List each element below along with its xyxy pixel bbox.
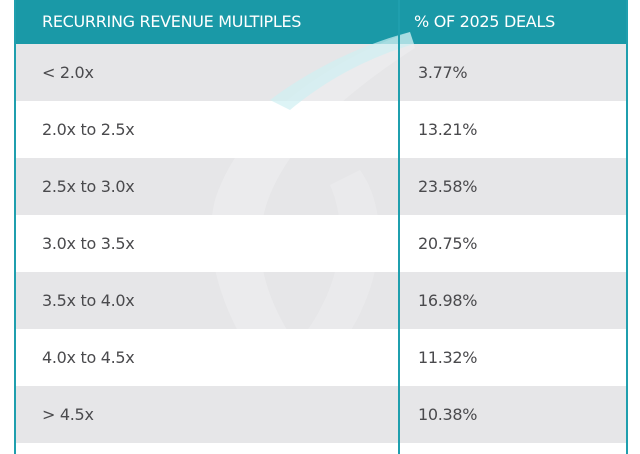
table-row: 2.0x to 2.5x 13.21% <box>16 101 626 158</box>
range-cell: 4.0x to 4.5x <box>42 348 135 367</box>
percent-cell: 3.77% <box>418 63 468 82</box>
header-multiples: RECURRING REVENUE MULTIPLES <box>42 12 302 31</box>
range-cell: < 2.0x <box>42 63 94 82</box>
table-row: > 4.5x 10.38% <box>16 386 626 443</box>
percent-cell: 13.21% <box>418 120 478 139</box>
column-divider <box>398 0 400 454</box>
range-cell: > 4.5x <box>42 405 94 424</box>
table-row: 4.0x to 4.5x 11.32% <box>16 329 626 386</box>
range-cell: 2.5x to 3.0x <box>42 177 135 196</box>
percent-cell: 20.75% <box>418 234 478 253</box>
table-header: RECURRING REVENUE MULTIPLES % OF 2025 DE… <box>16 0 626 44</box>
percent-cell: 10.38% <box>418 405 478 424</box>
percent-cell: 23.58% <box>418 177 478 196</box>
table-row: 2.5x to 3.0x 23.58% <box>16 158 626 215</box>
percent-cell: 16.98% <box>418 291 478 310</box>
percent-cell: 11.32% <box>418 348 478 367</box>
range-cell: 3.5x to 4.0x <box>42 291 135 310</box>
table-row: < 2.0x 3.77% <box>16 44 626 101</box>
header-deals: % OF 2025 DEALS <box>414 12 555 31</box>
table-row: 3.5x to 4.0x 16.98% <box>16 272 626 329</box>
range-cell: 2.0x to 2.5x <box>42 120 135 139</box>
multiples-table: RECURRING REVENUE MULTIPLES % OF 2025 DE… <box>14 0 628 454</box>
range-cell: 3.0x to 3.5x <box>42 234 135 253</box>
table-row: 3.0x to 3.5x 20.75% <box>16 215 626 272</box>
